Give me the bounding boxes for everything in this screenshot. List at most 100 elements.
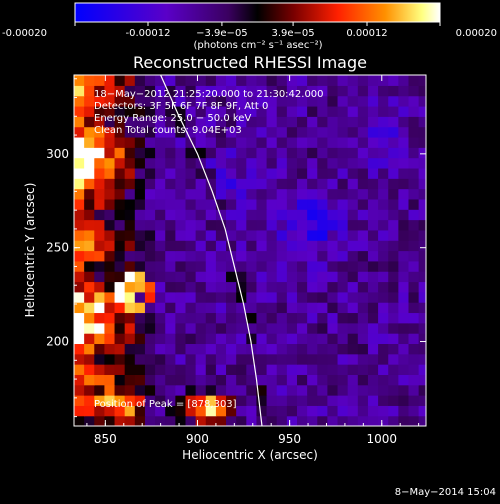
- heatmap-cell: [246, 147, 258, 159]
- heatmap-cell: [398, 126, 410, 138]
- heatmap-cell: [337, 85, 349, 97]
- heatmap-cell: [155, 395, 166, 406]
- x-axis-label: Heliocentric X (arcsec): [182, 448, 318, 462]
- heatmap-cell: [347, 271, 359, 283]
- heatmap-cell: [266, 167, 278, 179]
- heatmap-cell: [418, 312, 426, 324]
- colorbar-tick-label: 0.00020: [456, 28, 497, 39]
- heatmap-cell: [286, 353, 298, 365]
- heatmap-cell: [367, 291, 379, 303]
- heatmap-cell: [134, 333, 146, 345]
- heatmap-cell: [388, 105, 399, 117]
- colorbar-tick-label: 0.00012: [346, 28, 387, 39]
- heatmap-cell: [84, 415, 95, 426]
- heatmap-cell: [286, 291, 298, 303]
- heatmap-cell: [84, 209, 95, 221]
- heatmap-cell: [307, 250, 318, 262]
- heatmap-cell: [408, 116, 420, 128]
- heatmap-cell: [388, 322, 399, 334]
- heatmap-cell: [246, 188, 258, 200]
- heatmap-cell: [296, 271, 308, 283]
- heatmap-cell: [195, 178, 207, 190]
- heatmap-cell: [165, 281, 176, 293]
- heatmap-cell: [94, 188, 106, 200]
- heatmap-cell: [307, 415, 318, 426]
- heatmap-cell: [175, 281, 187, 293]
- heatmap-cell: [124, 260, 136, 272]
- heatmap-cell: [266, 333, 278, 345]
- heatmap-cell: [378, 250, 389, 262]
- heatmap-cell: [185, 105, 197, 117]
- heatmap-cell: [286, 178, 298, 190]
- heatmap-cell: [84, 384, 95, 396]
- heatmap-cell: [74, 302, 85, 314]
- heatmap-cell: [165, 136, 176, 148]
- heatmap-cell: [226, 333, 237, 345]
- heatmap-cell: [286, 374, 298, 386]
- heatmap-cell: [337, 405, 349, 417]
- heatmap-cell: [327, 415, 339, 426]
- heatmap-cell: [185, 395, 197, 406]
- heatmap-cell: [205, 405, 217, 417]
- heatmap-cell: [388, 136, 399, 148]
- heatmap-cell: [398, 333, 410, 345]
- heatmap-cell: [226, 364, 237, 375]
- heatmap-cell: [408, 126, 420, 138]
- heatmap-cell: [74, 415, 85, 426]
- heatmap-cell: [144, 188, 156, 200]
- heatmap-cell: [307, 343, 318, 355]
- heatmap-cell: [337, 178, 349, 190]
- heatmap-cell: [327, 126, 339, 138]
- heatmap-cell: [296, 157, 308, 169]
- heatmap-cell: [185, 374, 197, 386]
- heatmap-cell: [398, 374, 410, 386]
- heatmap-cell: [367, 136, 379, 148]
- heatmap-cell: [124, 281, 136, 293]
- heatmap-cell: [408, 240, 420, 252]
- heatmap-cell: [215, 374, 227, 386]
- y-tick-label: 300: [46, 147, 69, 161]
- heatmap-cell: [74, 157, 85, 169]
- heatmap-cell: [175, 405, 187, 417]
- heatmap-cell: [256, 75, 268, 86]
- heatmap-cell: [347, 415, 359, 426]
- heatmap-cell: [226, 322, 237, 334]
- heatmap-cell: [296, 405, 308, 417]
- heatmap-cell: [357, 85, 369, 97]
- heatmap-cell: [286, 271, 298, 283]
- heatmap-cell: [408, 136, 420, 148]
- heatmap-cell: [114, 198, 126, 210]
- heatmap-cell: [134, 353, 146, 365]
- heatmap-cell: [347, 95, 359, 107]
- heatmap-cell: [124, 415, 136, 426]
- heatmap-cell: [418, 126, 426, 138]
- heatmap-cell: [185, 147, 197, 159]
- heatmap-cell: [205, 105, 217, 117]
- heatmap-cell: [215, 147, 227, 159]
- heatmap-cell: [276, 209, 288, 221]
- heatmap-cell: [296, 136, 308, 148]
- heatmap-cell: [256, 229, 268, 241]
- heatmap-cell: [165, 312, 176, 324]
- heatmap-cell: [134, 281, 146, 293]
- heatmap-cell: [317, 333, 329, 345]
- heatmap-cell: [236, 136, 247, 148]
- heatmap-cell: [94, 157, 106, 169]
- heatmap-cell: [307, 198, 318, 210]
- heatmap-cell: [74, 136, 85, 148]
- heatmap-cell: [398, 219, 410, 231]
- heatmap-cell: [337, 415, 349, 426]
- heatmap-cell: [144, 333, 156, 345]
- heatmap-cell: [418, 229, 426, 241]
- heatmap-cell: [327, 198, 339, 210]
- heatmap-cell: [347, 105, 359, 117]
- heatmap-cell: [317, 188, 329, 200]
- heatmap-cell: [226, 395, 237, 406]
- heatmap-cell: [195, 291, 207, 303]
- heatmap-cell: [175, 374, 187, 386]
- heatmap-cell: [418, 384, 426, 396]
- heatmap-cell: [134, 384, 146, 396]
- heatmap-cell: [408, 178, 420, 190]
- heatmap-cell: [367, 333, 379, 345]
- heatmap-cell: [175, 188, 187, 200]
